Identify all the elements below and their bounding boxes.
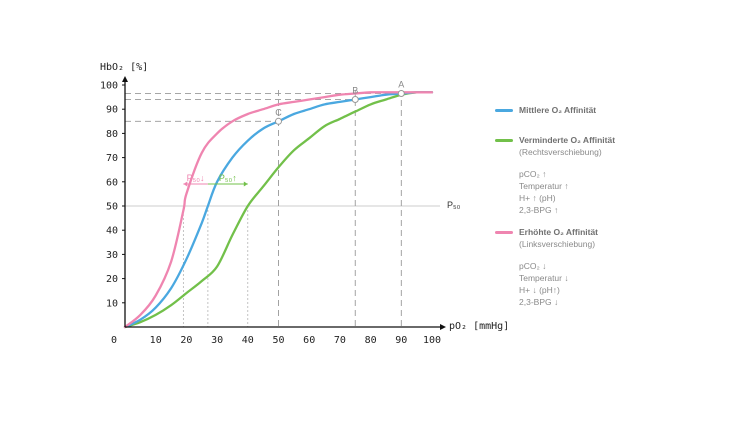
p50-arrow-head — [243, 181, 248, 187]
point-label-b: B — [352, 86, 358, 96]
legend-entry-left-shift: Erhöhte O₂ Affinität (Linksverschiebung)… — [495, 226, 735, 308]
x-tick-label: 60 — [303, 335, 315, 346]
x-axis-arrow — [440, 324, 446, 330]
legend-name-right-shift: Verminderte O₂ Affinität — [519, 135, 616, 145]
legend-factors-right-shift: pCO₂ ↑ Temperatur ↑ H+ ↑ (pH) 2,3-BPG ↑ — [519, 168, 735, 216]
reduced-affinity-curve — [123, 90, 434, 329]
point-marker-c — [275, 117, 282, 125]
legend-entry-normal: Mittlere O₂ Affinität — [495, 104, 735, 116]
x-tick-label: 0 — [111, 335, 117, 346]
y-axis-arrow — [122, 76, 128, 82]
normal-affinity-curve — [123, 91, 434, 329]
x-tick-label: 50 — [272, 335, 284, 346]
y-tick-label: 30 — [106, 250, 118, 261]
point-label-c: C — [275, 107, 282, 117]
x-tick-label: 30 — [211, 335, 223, 346]
y-tick-label: 100 — [100, 81, 118, 92]
legend-entry-right-shift: Verminderte O₂ Affinität (Rechtsverschie… — [495, 134, 735, 216]
y-tick-label: 50 — [106, 202, 118, 213]
p50-shift-label: P₅₀↑ — [219, 173, 237, 183]
x-tick-label: 90 — [395, 335, 407, 346]
legend-swatch-left-shift — [495, 231, 513, 234]
increased-affinity-curve — [123, 91, 434, 329]
y-tick-label: 20 — [106, 274, 118, 285]
y-tick-label: 60 — [106, 177, 118, 188]
x-tick-label: 20 — [180, 335, 192, 346]
legend-name-normal: Mittlere O₂ Affinität — [519, 105, 597, 115]
x-tick-label: 10 — [150, 335, 162, 346]
factor-pco2-up: pCO₂ ↑ — [519, 169, 547, 179]
y-axis-label: HbO₂ [%] — [100, 62, 148, 73]
legend: Mittlere O₂ Affinität Verminderte O₂ Aff… — [495, 104, 735, 308]
legend-factors-left-shift: pCO₂ ↓ Temperatur ↓ H+ ↓ (pH↑) 2,3-BPG ↓ — [519, 260, 735, 308]
y-tick-label: 40 — [106, 226, 118, 237]
factor-temperature-down: Temperatur ↓ — [519, 273, 569, 283]
p50-label: P₅₀ — [447, 200, 461, 210]
x-tick-label: 80 — [365, 335, 377, 346]
legend-swatch-right-shift — [495, 139, 513, 142]
factor-bpg-down: 2,3-BPG ↓ — [519, 297, 559, 307]
p50-arrow-head — [183, 181, 188, 187]
y-tick-label: 90 — [106, 105, 118, 116]
x-tick-label: 100 — [423, 335, 441, 346]
factor-temperature-up: Temperatur ↑ — [519, 181, 569, 191]
p50-shift-label: P₅₀↓ — [187, 173, 205, 183]
y-tick-label: 80 — [106, 129, 118, 140]
y-tick-label: 70 — [106, 153, 118, 164]
factor-pco2-down: pCO₂ ↓ — [519, 261, 547, 271]
legend-sub-left-shift: (Linksverschiebung) — [519, 239, 596, 249]
legend-swatch-normal — [495, 109, 513, 112]
factor-h-down: H+ ↓ (pH↑) — [519, 285, 560, 295]
point-marker-b — [351, 96, 359, 104]
legend-sub-right-shift: (Rechtsverschiebung) — [519, 147, 602, 157]
legend-name-left-shift: Erhöhte O₂ Affinität — [519, 227, 599, 237]
x-tick-label: 70 — [334, 335, 346, 346]
point-label-a: A — [398, 79, 404, 89]
factor-bpg-up: 2,3-BPG ↑ — [519, 205, 559, 215]
x-axis-label: pO₂ [mmHg] — [449, 321, 509, 332]
x-tick-label: 40 — [242, 335, 254, 346]
point-marker-a — [397, 89, 405, 97]
y-tick-label: 10 — [106, 298, 118, 309]
factor-h-up: H+ ↑ (pH) — [519, 193, 556, 203]
